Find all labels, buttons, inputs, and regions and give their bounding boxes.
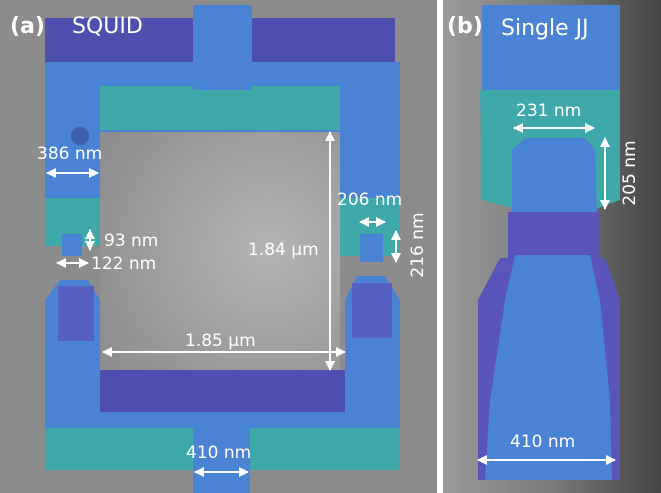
left-island — [62, 234, 82, 256]
annotation: 410 nm — [510, 432, 575, 452]
right-arm — [340, 62, 400, 202]
neck — [508, 212, 600, 260]
panel-b: (b) Single JJ 231 nm 205 nm 410 nm — [443, 0, 661, 493]
top-frame-teal — [100, 86, 340, 130]
right-leg-purple — [352, 283, 392, 338]
figure: (a) SQUID 386 nm 93 nm 122 nm 1.84 μm 20… — [0, 0, 661, 493]
right-island — [360, 234, 383, 262]
panel-title: SQUID — [72, 14, 143, 39]
panel-a: (a) SQUID 386 nm 93 nm 122 nm 1.84 μm 20… — [0, 0, 437, 493]
annotation: 386 nm — [37, 144, 102, 164]
bottom-electrode — [100, 370, 345, 416]
annotation: 1.84 μm — [248, 240, 319, 260]
annotation: 122 nm — [91, 254, 156, 274]
panel-title: Single JJ — [501, 16, 589, 41]
annotation: 410 nm — [186, 443, 251, 463]
annotation: 206 nm — [337, 190, 402, 210]
annotation: 1.85 μm — [185, 331, 256, 351]
particle — [71, 127, 89, 145]
annotation: 231 nm — [516, 101, 581, 121]
annotation: 205 nm — [620, 140, 640, 205]
top-stem — [193, 5, 252, 90]
panel-label: (b) — [447, 14, 483, 39]
annotation: 93 nm — [104, 231, 158, 251]
annotation: 216 nm — [408, 212, 428, 277]
left-leg-purple — [58, 286, 94, 341]
junction-block — [512, 138, 597, 215]
panel-label: (a) — [10, 14, 45, 39]
